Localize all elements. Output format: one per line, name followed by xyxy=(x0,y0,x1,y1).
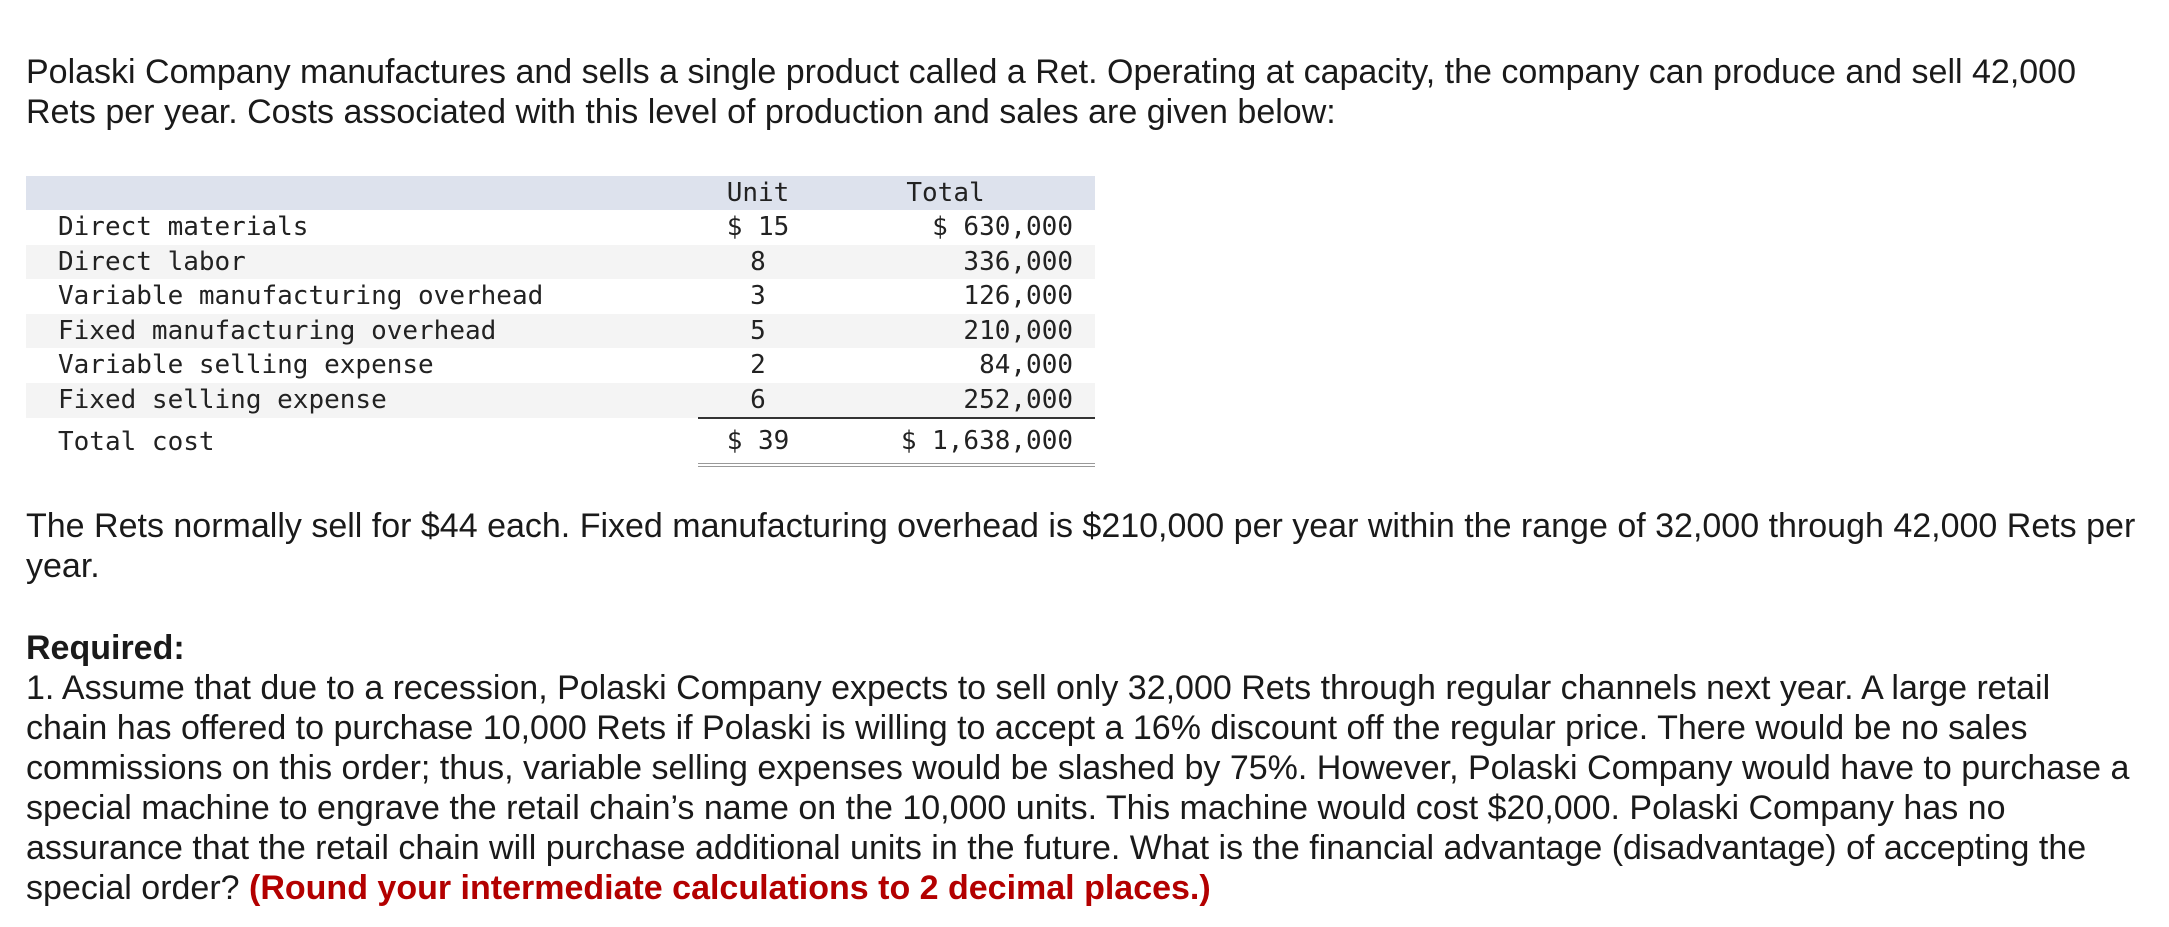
row-total: 252,000 xyxy=(818,382,1095,419)
row-total: 336,000 xyxy=(818,244,1095,279)
table-row: Fixed selling expense 6 252,000 xyxy=(26,382,1095,419)
table-header-row: Unit Total xyxy=(26,176,1095,210)
total-amount: $ 1,638,000 xyxy=(818,418,1095,467)
intro-paragraph: Polaski Company manufactures and sells a… xyxy=(26,53,2076,131)
row-total: 126,000 xyxy=(963,281,1073,312)
row-unit: $ 15 xyxy=(726,212,790,243)
header-label xyxy=(26,176,698,210)
question-text: 1. Assume that due to a recession, Polas… xyxy=(26,669,2130,907)
table-row: Direct labor 8 336,000 xyxy=(26,244,1095,279)
row-unit: 2 xyxy=(750,350,766,381)
row-total: 210,000 xyxy=(818,313,1095,348)
row-unit: 8 xyxy=(698,244,818,279)
table-row: Direct materials $ 15 $ 630,000 xyxy=(26,210,1095,245)
table-row: Variable manufacturing overhead 3 126,00… xyxy=(26,279,1095,314)
total-row: Total cost $ 39 $ 1,638,000 xyxy=(26,418,1095,467)
row-label: Direct labor xyxy=(26,244,698,279)
header-unit: Unit xyxy=(726,178,790,208)
row-label: Fixed manufacturing overhead xyxy=(26,313,698,348)
row-label: Fixed selling expense xyxy=(26,382,698,418)
cost-table: Unit Total Direct materials $ 15 $ 630,0… xyxy=(26,176,1095,467)
row-unit: 6 xyxy=(698,382,818,419)
row-label: Variable selling expense xyxy=(58,350,434,381)
row-total: $ 630,000 xyxy=(932,212,1073,243)
table-row: Fixed manufacturing overhead 5 210,000 xyxy=(26,313,1095,348)
table-row: Variable selling expense 2 84,000 xyxy=(26,348,1095,383)
row-total: 84,000 xyxy=(979,350,1073,381)
rounding-hint: (Round your intermediate calculations to… xyxy=(249,869,1211,907)
price-note-paragraph: The Rets normally sell for $44 each. Fix… xyxy=(26,507,2136,585)
total-label: Total cost xyxy=(58,426,215,457)
row-label: Variable manufacturing overhead xyxy=(58,281,544,312)
row-unit: 3 xyxy=(750,281,766,312)
header-total: Total xyxy=(906,178,985,208)
total-unit: $ 39 xyxy=(698,418,818,467)
question-paragraph: 1. Assume that due to a recession, Polas… xyxy=(26,668,2136,908)
row-label: Direct materials xyxy=(58,212,309,243)
required-heading: Required: xyxy=(26,629,185,667)
row-unit: 5 xyxy=(698,313,818,348)
